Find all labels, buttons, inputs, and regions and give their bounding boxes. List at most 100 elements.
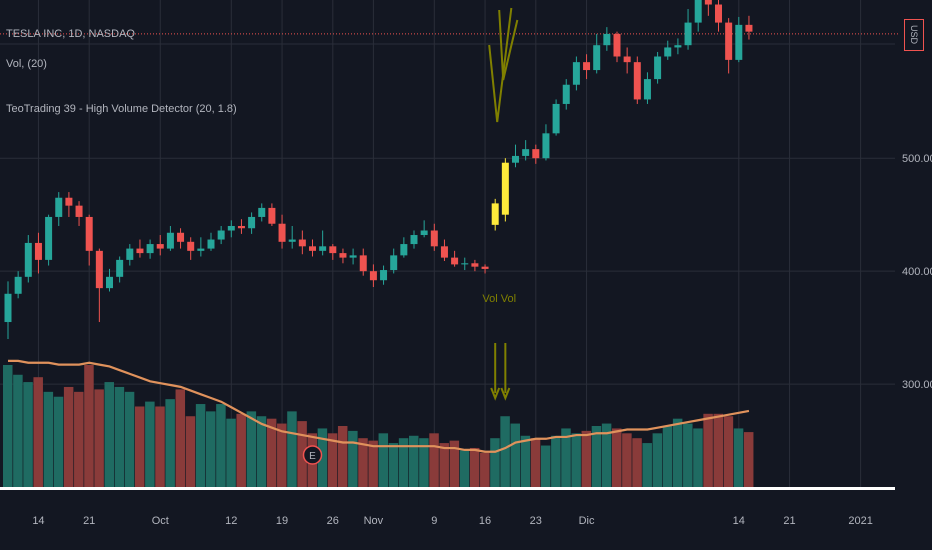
time-axis[interactable]: 14 21 Oct 12 19 26 Nov 9 16 23 Dic 14 21 2021: [32, 515, 873, 527]
volume-bar: [459, 450, 470, 487]
candle-body: [572, 62, 580, 85]
candle-body: [227, 225, 235, 231]
candle-body: [471, 263, 479, 267]
volume-bar: [175, 389, 186, 487]
time-tick-label: 16: [479, 515, 491, 527]
candle-body: [552, 103, 560, 134]
time-tick-label: 26: [327, 515, 339, 527]
candle-body: [542, 133, 550, 159]
volume-bar: [683, 423, 693, 487]
volume-bar: [317, 428, 328, 487]
candle-body: [745, 24, 753, 32]
time-tick-label: 12: [225, 515, 237, 527]
candle-body: [55, 197, 63, 217]
time-tick-label: 2021: [848, 515, 872, 527]
volume-bar: [642, 443, 652, 487]
candle-body: [430, 230, 438, 247]
volume-bar: [540, 445, 551, 487]
volume-bar: [409, 435, 419, 487]
candle-body: [704, 0, 712, 5]
candles: [4, 0, 753, 339]
volume-bar: [145, 401, 155, 487]
candle-body: [309, 246, 316, 251]
volume-bar: [155, 406, 165, 487]
candle-body: [207, 239, 215, 249]
volume-legend[interactable]: Vol, (20): [6, 58, 47, 70]
symbol-legend[interactable]: TESLA INC, 1D, NASDAQ: [6, 28, 135, 40]
time-tick-label: 21: [83, 515, 95, 527]
candle-body: [643, 79, 651, 100]
volume-bar: [500, 416, 510, 487]
volume-ma-line: [8, 359, 750, 453]
volume-bar: [33, 377, 43, 487]
time-tick-label: 23: [530, 515, 542, 527]
candle-body: [319, 246, 327, 251]
volume-bar: [510, 423, 520, 487]
volume-bar: [490, 438, 500, 487]
indicator-legend[interactable]: TeoTrading 39 - High Volume Detector (20…: [6, 103, 237, 115]
volume-bar: [337, 426, 348, 487]
price-tick-label: 400.00: [902, 266, 932, 278]
volume-bar: [206, 411, 216, 487]
candle-body: [75, 205, 83, 217]
time-tick-label: 21: [783, 515, 795, 527]
candle-body: [512, 155, 519, 163]
price-axis[interactable]: 300.00 400.00 500.00: [902, 153, 932, 391]
signal-arrow-head: [490, 387, 501, 401]
volume-bar: [3, 365, 13, 487]
candle-body: [278, 223, 286, 242]
volume-bar: [693, 428, 703, 487]
volume-bar: [94, 389, 104, 487]
volume-bar: [287, 411, 297, 487]
grid: [0, 0, 895, 487]
candle-body: [156, 244, 164, 249]
earnings-marker-label: E: [309, 451, 316, 462]
volume-bar: [713, 413, 723, 487]
volume-bar: [480, 452, 490, 487]
candle-body: [532, 149, 540, 159]
volume-bar: [13, 374, 23, 487]
volume-bar: [43, 391, 54, 487]
volume-bar: [652, 433, 663, 487]
volume-bar: [23, 382, 33, 487]
volume-bar: [703, 413, 713, 487]
volume-bar: [662, 426, 673, 487]
candle-body: [694, 0, 702, 23]
volume-bar: [551, 435, 561, 487]
price-tick-label: 500.00: [902, 153, 932, 165]
candle-body: [268, 207, 276, 224]
candle-body: [339, 253, 347, 258]
candle-body: [674, 45, 682, 48]
candle-body: [613, 33, 621, 57]
candle-body: [349, 255, 357, 258]
signal-v-mark: [498, 9, 519, 81]
volume-bar: [743, 432, 754, 487]
candle-body: [197, 248, 205, 251]
candle-body: [217, 230, 225, 240]
candle-body: [45, 216, 53, 260]
time-tick-label: Dic: [579, 515, 595, 527]
candle-body: [4, 293, 12, 323]
candle-body: [491, 203, 499, 225]
candle-body: [65, 197, 73, 206]
volume-bar: [124, 391, 135, 487]
candle-body: [715, 4, 722, 23]
volume-bar: [612, 428, 622, 487]
candle-body: [390, 255, 398, 271]
volume-bar: [53, 396, 64, 487]
volume-bar: [561, 428, 571, 487]
volume-bar: [449, 440, 460, 487]
candle-body: [735, 24, 743, 60]
candle-body: [177, 232, 185, 242]
candle-body: [146, 244, 154, 254]
candle-body: [410, 235, 418, 245]
candle-body: [603, 33, 611, 46]
volume-bar: [581, 430, 592, 487]
candle-body: [359, 255, 367, 272]
candle-body: [237, 225, 245, 229]
candle-body: [501, 162, 509, 215]
candle-body: [654, 56, 662, 80]
time-tick-label: 9: [431, 515, 437, 527]
volume-bar: [388, 443, 399, 487]
